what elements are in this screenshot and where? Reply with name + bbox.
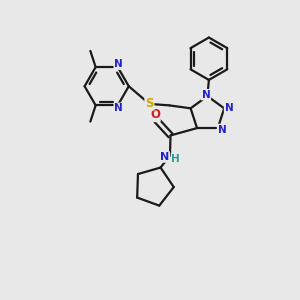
Text: S: S — [145, 97, 154, 110]
Text: N: N — [218, 124, 226, 134]
Text: N: N — [114, 59, 123, 69]
Text: N: N — [225, 103, 233, 113]
Text: O: O — [150, 108, 160, 121]
Text: H: H — [172, 154, 180, 164]
Text: N: N — [114, 103, 123, 113]
Text: N: N — [160, 152, 169, 162]
Text: N: N — [202, 90, 210, 100]
